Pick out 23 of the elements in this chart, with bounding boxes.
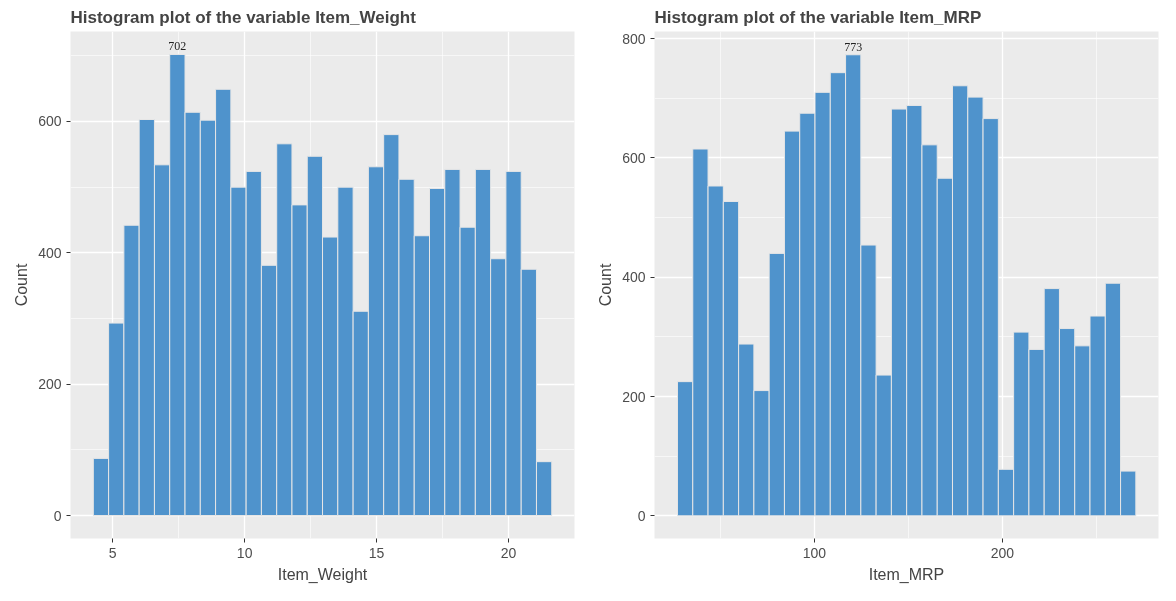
y-tick-label: 600 [38,113,62,130]
x-tick-label: 15 [368,544,385,561]
x-axis-title: Item_Weight [277,565,368,584]
y-tick-label: 800 [622,30,646,47]
x-tick-label: 100 [802,544,827,561]
data-label: 702 [168,39,187,54]
y-tick-label: 200 [38,376,62,393]
x-tick-label: 200 [990,544,1015,561]
y-axis-title: Count [597,263,615,307]
y-tick-label: 400 [38,244,62,261]
y-tick-label: 0 [53,507,62,524]
y-tick-label: 600 [622,149,646,166]
x-tick-label: 20 [500,544,517,561]
y-tick-label: 200 [622,388,646,405]
x-tick-label: 10 [236,544,253,561]
y-tick-label: 400 [622,269,646,286]
y-axis-title: Count [13,263,31,307]
y-tick-label: 0 [637,507,646,524]
x-axis-title: Item_MRP [868,565,945,584]
x-tick-label: 5 [108,544,117,561]
chart-title: Histogram plot of the variable Item_Weight [70,7,417,27]
data-label: 773 [844,39,863,54]
chart-title: Histogram plot of the variable Item_MRP [654,7,982,27]
